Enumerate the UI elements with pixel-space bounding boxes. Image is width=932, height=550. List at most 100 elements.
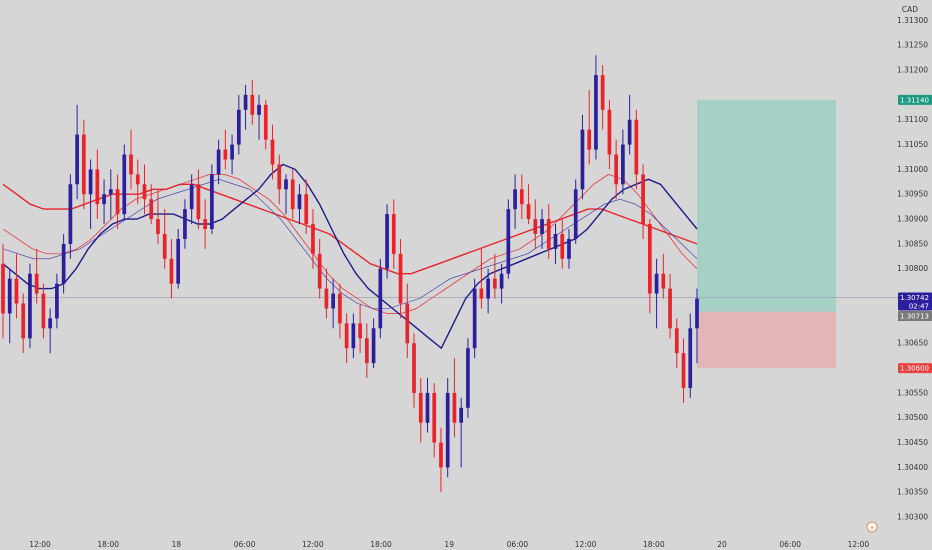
candle-body xyxy=(331,293,336,309)
candle-body xyxy=(600,75,605,110)
candle xyxy=(324,268,329,319)
candle xyxy=(486,268,490,314)
y-axis[interactable]: 1.31300 1.31250 1.31200 1.31100 1.31050 1.310… xyxy=(897,16,928,522)
candle-body xyxy=(418,392,423,423)
candle xyxy=(257,94,261,140)
candles xyxy=(1,55,699,493)
candle xyxy=(439,427,443,493)
candle-body xyxy=(41,293,46,329)
y-tick-label: 1.30550 xyxy=(897,388,928,397)
candle xyxy=(391,199,396,269)
candle xyxy=(338,283,342,339)
ma-blue-thick-line xyxy=(2,163,698,350)
candle xyxy=(142,164,147,215)
candle-body xyxy=(560,233,565,259)
candle xyxy=(344,313,349,364)
candle-body xyxy=(169,258,174,284)
candle xyxy=(236,94,241,155)
candle-body xyxy=(573,189,578,239)
candle-body xyxy=(162,233,167,259)
candle xyxy=(156,189,160,244)
x-tick-label: 06:00 xyxy=(779,540,801,549)
candle xyxy=(75,104,79,200)
candle xyxy=(129,129,133,190)
candle-body xyxy=(432,392,437,443)
candle-body xyxy=(102,194,106,205)
candle-body xyxy=(250,94,255,115)
candle-body xyxy=(398,253,403,304)
candle-body xyxy=(513,189,517,210)
candle xyxy=(358,303,362,354)
candle-body xyxy=(304,194,309,225)
candle xyxy=(243,84,248,130)
x-tick-label: 18:00 xyxy=(370,540,392,549)
candle xyxy=(418,378,423,443)
candle xyxy=(560,219,565,269)
candle xyxy=(95,149,100,220)
candle-body xyxy=(364,338,369,364)
candle xyxy=(149,184,154,225)
candle xyxy=(351,313,356,359)
candle-body xyxy=(115,189,120,215)
candle-body xyxy=(385,214,389,269)
candle-body xyxy=(358,323,362,339)
candle-body xyxy=(1,263,5,314)
candle xyxy=(216,139,221,185)
candle xyxy=(1,243,5,339)
candle xyxy=(573,179,578,244)
candle xyxy=(284,174,288,215)
x-tick-label: 18 xyxy=(172,540,182,549)
candle xyxy=(540,209,544,249)
y-tick-label: 1.30450 xyxy=(897,438,928,447)
ma-blue-thin-line xyxy=(2,178,698,309)
profit-zone[interactable] xyxy=(697,99,836,312)
candle-body xyxy=(486,278,490,299)
candle-body xyxy=(621,144,625,185)
candle-body xyxy=(553,233,558,249)
y-tick-label: 1.31250 xyxy=(897,41,928,50)
candle-body xyxy=(634,119,639,175)
candle xyxy=(513,174,517,230)
long-position-tool[interactable] xyxy=(697,99,836,369)
candle xyxy=(425,378,430,433)
candle xyxy=(7,268,12,344)
y-tick-label: 1.30400 xyxy=(897,463,928,472)
loss-zone[interactable] xyxy=(697,311,836,369)
candle xyxy=(688,313,693,398)
y-tick-label: 1.31200 xyxy=(897,66,928,75)
candle-body xyxy=(28,273,32,339)
candle-body xyxy=(466,348,470,408)
candle xyxy=(102,179,106,225)
candle-body xyxy=(661,273,666,289)
candle-body xyxy=(88,169,93,195)
candle xyxy=(364,323,369,379)
candle-body xyxy=(196,184,201,220)
candle-body xyxy=(34,273,39,294)
candle-body xyxy=(108,189,113,195)
candle xyxy=(162,209,167,269)
candle-body xyxy=(223,149,228,160)
candle xyxy=(567,229,571,269)
candle xyxy=(88,159,93,230)
candle xyxy=(135,159,140,205)
x-tick-label: 12:00 xyxy=(848,540,870,549)
candle-body xyxy=(587,129,592,150)
x-tick-label: 12:00 xyxy=(302,540,324,549)
candle xyxy=(34,248,39,304)
candle xyxy=(55,273,59,329)
y-tick-label: 1.30800 xyxy=(897,264,928,273)
candle xyxy=(21,293,26,354)
y-tick-label: 1.31050 xyxy=(897,140,928,149)
x-axis[interactable]: 12:00 18:00 18 06:00 12:00 18:00 19 06:00 12:00 1… xyxy=(29,540,869,549)
candle-body xyxy=(378,268,383,329)
candle-body xyxy=(627,119,632,145)
candle xyxy=(169,238,174,299)
candle xyxy=(331,278,336,329)
bar-countdown: 02:47 xyxy=(909,303,929,311)
candle xyxy=(587,89,592,165)
candle-body xyxy=(75,134,79,185)
candle xyxy=(122,144,127,220)
alert-icon[interactable]: + xyxy=(866,521,878,533)
candle xyxy=(68,174,73,259)
